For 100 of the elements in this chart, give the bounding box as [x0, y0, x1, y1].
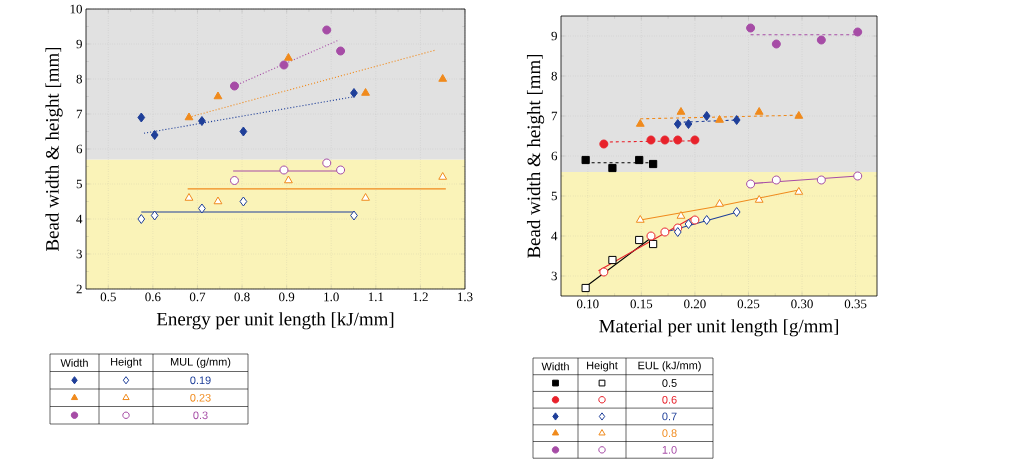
point	[361, 193, 370, 201]
point	[771, 39, 781, 49]
point	[635, 215, 645, 223]
legend-title: MUL (g/mm)	[170, 357, 231, 368]
point	[794, 187, 804, 195]
point	[660, 135, 670, 145]
x-tick-label: 0.25	[737, 299, 760, 309]
y-axis-title: Bead width & height [mm]	[45, 47, 63, 251]
x-tick-label: 0.9	[279, 292, 295, 302]
point	[350, 210, 358, 221]
y-tick-label: 2	[76, 284, 82, 294]
point	[608, 255, 617, 265]
text: 0.5	[662, 379, 677, 387]
point	[649, 159, 658, 169]
point	[690, 135, 700, 145]
y-tick-label: 8	[551, 71, 557, 81]
point	[732, 207, 741, 218]
point	[702, 215, 711, 226]
point	[198, 203, 206, 214]
point	[198, 116, 206, 127]
point	[361, 88, 370, 96]
text: 0.23	[190, 393, 211, 402]
x-tick-label: 0.6	[145, 292, 161, 302]
text: 1.0	[662, 445, 677, 454]
x-tick-label: 1.2	[413, 292, 428, 302]
text: Height	[587, 361, 618, 372]
point	[746, 23, 756, 33]
point	[853, 27, 863, 37]
y-tick-label: 6	[551, 151, 558, 161]
text: 0.3	[193, 411, 208, 420]
y-tick-label: 5	[76, 179, 82, 189]
x-tick-label: 0.8	[234, 292, 250, 302]
point	[673, 227, 682, 238]
point	[184, 112, 194, 121]
point	[771, 175, 781, 185]
y-tick-label: 4	[76, 214, 83, 224]
point	[715, 199, 724, 207]
point	[673, 119, 682, 130]
x-tick-label: 0.30	[791, 299, 813, 309]
text: 0.7	[662, 412, 677, 421]
x-tick-label: 0.10	[576, 299, 599, 309]
x-tick-label: 1.0	[324, 292, 339, 302]
text: Height	[111, 357, 142, 368]
point	[608, 163, 617, 173]
x-tick-label: 0.35	[844, 299, 867, 309]
point	[322, 158, 332, 168]
point	[816, 35, 826, 45]
point	[684, 119, 693, 130]
point	[646, 231, 656, 241]
point	[350, 88, 358, 99]
point	[184, 193, 194, 201]
point	[646, 135, 656, 145]
point	[715, 115, 724, 123]
point	[284, 175, 293, 184]
y-tick-label: 9	[76, 39, 82, 49]
point	[284, 53, 293, 61]
y-tick-label: 10	[70, 4, 82, 14]
point	[137, 214, 146, 225]
point	[279, 165, 289, 175]
point	[229, 81, 239, 91]
point	[754, 195, 764, 203]
point	[438, 74, 448, 82]
point	[438, 172, 448, 180]
point	[239, 196, 248, 207]
x-axis-title: Energy per unit length [kJ/mm]	[156, 312, 394, 330]
point	[137, 112, 146, 123]
point	[660, 227, 670, 237]
point	[746, 179, 756, 189]
point	[754, 107, 764, 115]
text: 0.8	[662, 429, 677, 438]
x-tick-label: 0.15	[630, 299, 653, 309]
point	[336, 46, 346, 56]
point	[635, 155, 644, 165]
point	[684, 219, 693, 230]
point	[635, 119, 645, 127]
x-tick-label: 1.3	[458, 292, 473, 302]
point	[732, 115, 741, 126]
point	[635, 235, 644, 245]
point	[649, 239, 658, 249]
point	[702, 111, 711, 122]
y-tick-label: 5	[551, 191, 557, 201]
point	[676, 211, 686, 219]
point	[150, 130, 159, 141]
point	[336, 165, 346, 175]
point	[581, 155, 590, 165]
point	[581, 283, 590, 293]
y-tick-label: 3	[551, 271, 557, 281]
point	[599, 139, 609, 149]
point	[673, 135, 683, 145]
point	[676, 107, 686, 115]
x-axis-title: Material per unit length [g/mm]	[599, 319, 839, 337]
y-tick-label: 3	[76, 249, 82, 259]
point	[599, 267, 609, 277]
text: 0.6	[662, 395, 677, 404]
x-tick-label: 1.1	[368, 292, 384, 302]
point	[853, 171, 863, 181]
y-tick-label: 7	[76, 109, 83, 119]
y-tick-label: 8	[76, 74, 82, 84]
y-tick-label: 7	[551, 111, 558, 121]
text: 0.19	[190, 376, 211, 385]
